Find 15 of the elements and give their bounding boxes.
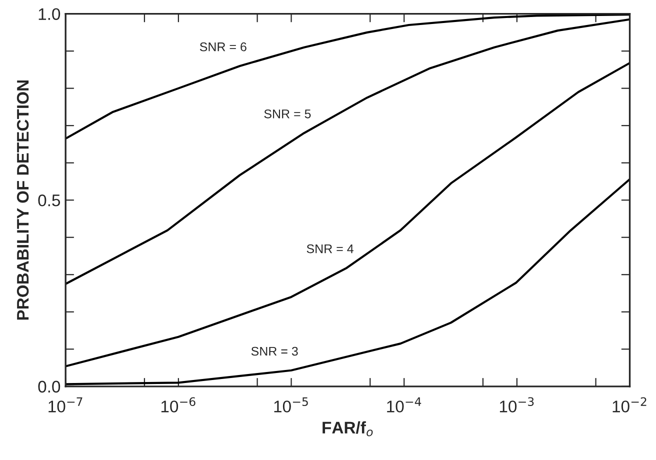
x-axis-title: FAR/f$_{o}$ xyxy=(322,421,373,436)
x-tick-label: 10$^{−5}$ xyxy=(274,397,308,412)
x-tick-label: 10$^{−7}$ xyxy=(48,397,82,412)
series-label: SNR = 4 xyxy=(306,244,354,254)
x-tick-label: 10$^{−3}$ xyxy=(500,397,534,412)
series-label: SNR = 5 xyxy=(264,109,311,118)
series-label: SNR = 3 xyxy=(251,346,298,356)
y-tick-label: 1.0 xyxy=(38,8,60,20)
y-axis-title: PROBABILITY OF DETECTION xyxy=(16,80,29,320)
x-tick-label: 10$^{−6}$ xyxy=(161,397,196,412)
y-tick-label: 0.5 xyxy=(38,194,60,206)
x-tick-label: 10$^{−4}$ xyxy=(387,397,422,412)
y-tick-label: 0.0 xyxy=(38,380,60,393)
x-tick-label: 10$^{−2}$ xyxy=(612,397,646,412)
series-label: SNR = 6 xyxy=(200,42,246,52)
